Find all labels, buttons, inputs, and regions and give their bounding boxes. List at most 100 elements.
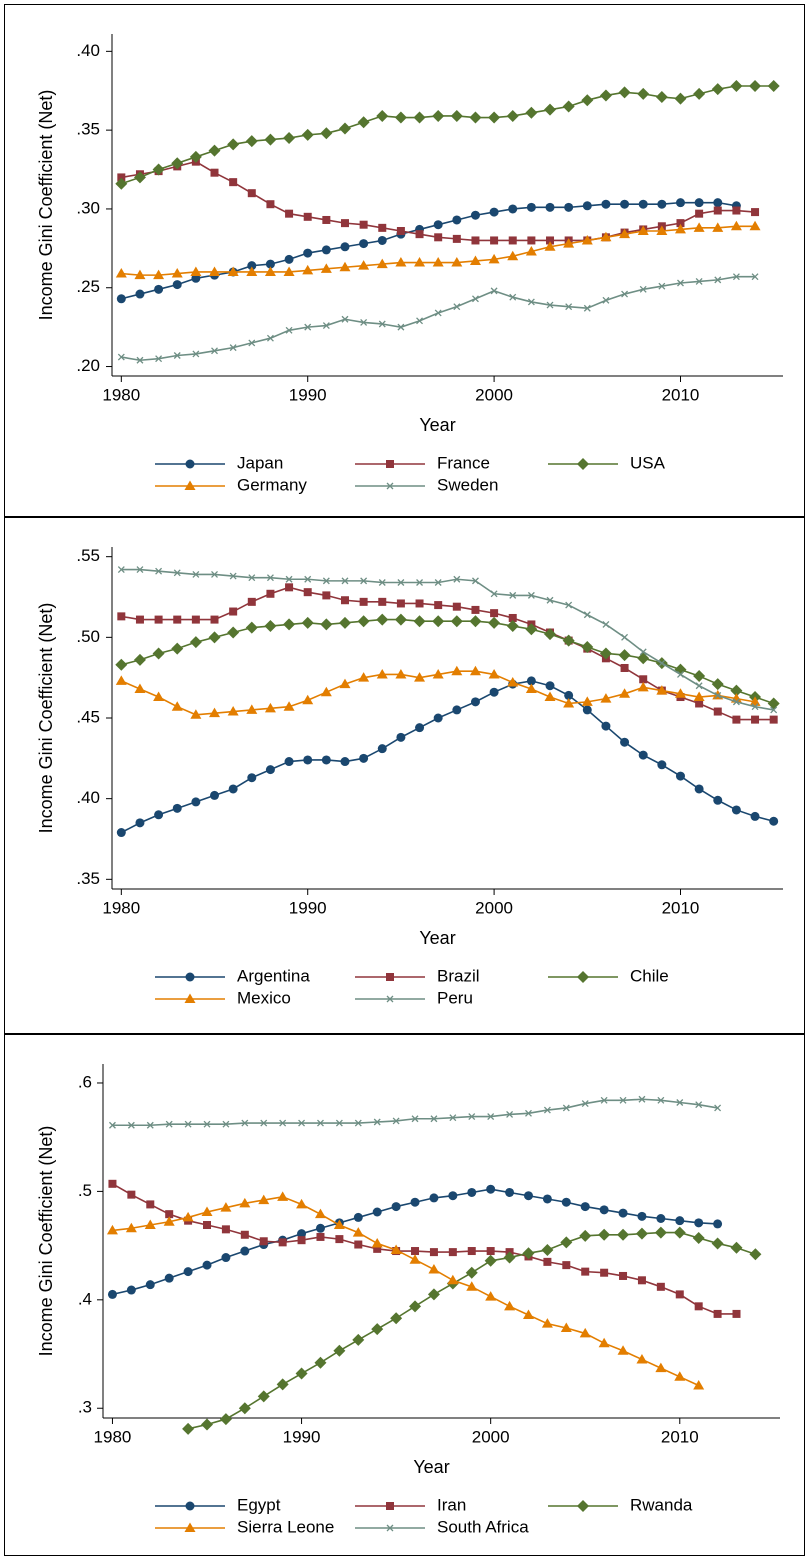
- point: [390, 1244, 402, 1254]
- point: [565, 601, 573, 609]
- x-tick-label: 2000: [472, 1427, 510, 1446]
- x-tick-label: 1990: [283, 1427, 321, 1446]
- point: [248, 339, 256, 347]
- point: [749, 220, 761, 231]
- point: [117, 566, 125, 574]
- point: [221, 1253, 231, 1263]
- legend-label: Iran: [437, 1495, 466, 1514]
- series-line: [112, 1183, 737, 1315]
- point: [562, 1261, 571, 1270]
- point: [470, 697, 480, 707]
- point: [711, 1237, 724, 1250]
- point: [695, 699, 704, 708]
- point: [751, 703, 759, 711]
- point: [711, 83, 724, 96]
- point: [134, 683, 146, 693]
- point: [227, 706, 239, 716]
- point: [731, 805, 741, 815]
- point: [560, 1322, 572, 1333]
- point: [579, 1229, 592, 1242]
- x-tick-label: 2010: [661, 1427, 699, 1446]
- point: [433, 220, 443, 230]
- x-tick-label: 2000: [475, 898, 513, 917]
- series-line: [120, 680, 774, 834]
- point: [509, 591, 517, 599]
- point: [377, 744, 387, 754]
- point: [301, 616, 314, 629]
- point: [392, 1117, 400, 1125]
- x-tick-label: 1990: [289, 385, 327, 404]
- panel-border: [4, 517, 805, 1034]
- point: [126, 1285, 136, 1295]
- point: [415, 599, 424, 608]
- point: [320, 263, 332, 273]
- point: [546, 596, 554, 604]
- point: [135, 615, 144, 624]
- point: [544, 628, 557, 641]
- point: [316, 1232, 325, 1241]
- point: [541, 1318, 553, 1328]
- point: [317, 1119, 324, 1127]
- point: [396, 599, 405, 608]
- point: [107, 1289, 117, 1299]
- point: [246, 266, 258, 276]
- point: [619, 1271, 628, 1280]
- point: [283, 618, 296, 631]
- y-tick-label: .45: [76, 707, 100, 726]
- point: [211, 570, 218, 578]
- point: [322, 322, 330, 330]
- point: [619, 228, 631, 239]
- point: [432, 109, 445, 122]
- point: [320, 618, 333, 631]
- point: [527, 236, 536, 245]
- point: [359, 753, 369, 763]
- point: [340, 242, 350, 252]
- point: [229, 572, 237, 580]
- point: [133, 653, 146, 666]
- point: [526, 202, 536, 212]
- y-tick-label: .30: [76, 198, 100, 217]
- point: [265, 259, 275, 269]
- point: [314, 1208, 326, 1219]
- point: [340, 596, 349, 605]
- point: [503, 1251, 516, 1264]
- point: [770, 706, 778, 714]
- legend-label: USA: [630, 453, 666, 472]
- point: [285, 209, 294, 218]
- point: [373, 1118, 381, 1126]
- point: [583, 304, 591, 312]
- point: [468, 1113, 476, 1121]
- legend-label: South Africa: [437, 1517, 529, 1536]
- point: [314, 1356, 327, 1369]
- point: [544, 103, 557, 116]
- point: [208, 631, 221, 644]
- point: [285, 583, 294, 592]
- point: [357, 615, 370, 628]
- point: [527, 298, 535, 306]
- point: [469, 255, 481, 265]
- point: [227, 266, 239, 276]
- series-line: [112, 1195, 700, 1387]
- point: [125, 1222, 137, 1233]
- point: [376, 109, 389, 122]
- point: [546, 301, 554, 309]
- point: [304, 575, 312, 583]
- point: [543, 1106, 551, 1114]
- point: [303, 248, 313, 258]
- point: [322, 591, 331, 600]
- point: [321, 755, 331, 765]
- point: [506, 620, 519, 633]
- point: [656, 1282, 665, 1291]
- point: [247, 773, 257, 783]
- point: [376, 613, 389, 626]
- point: [600, 1096, 608, 1104]
- x-tick-label: 2010: [662, 385, 700, 404]
- point: [695, 209, 704, 218]
- point: [285, 575, 293, 583]
- x-tick-label: 1980: [102, 385, 140, 404]
- point: [505, 1187, 515, 1197]
- point: [257, 1390, 270, 1403]
- point: [220, 1202, 232, 1212]
- point: [303, 755, 313, 765]
